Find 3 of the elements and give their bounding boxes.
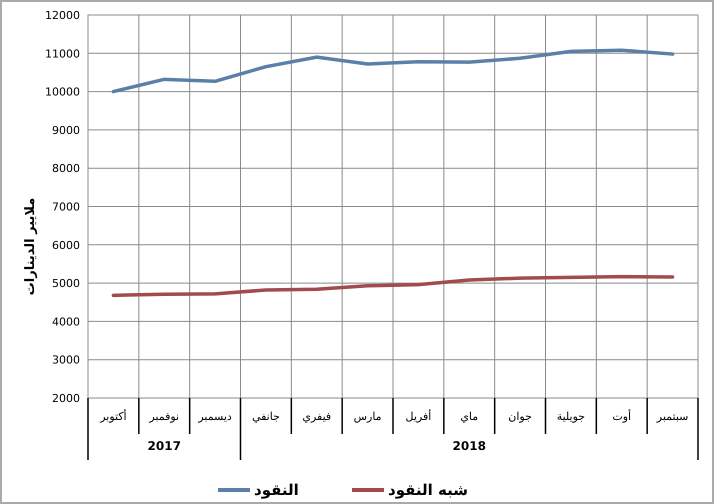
ylabel: ملايير الدينارات bbox=[23, 198, 38, 296]
annotation: 2018 bbox=[452, 439, 486, 453]
annotation: 2017 bbox=[148, 439, 181, 453]
